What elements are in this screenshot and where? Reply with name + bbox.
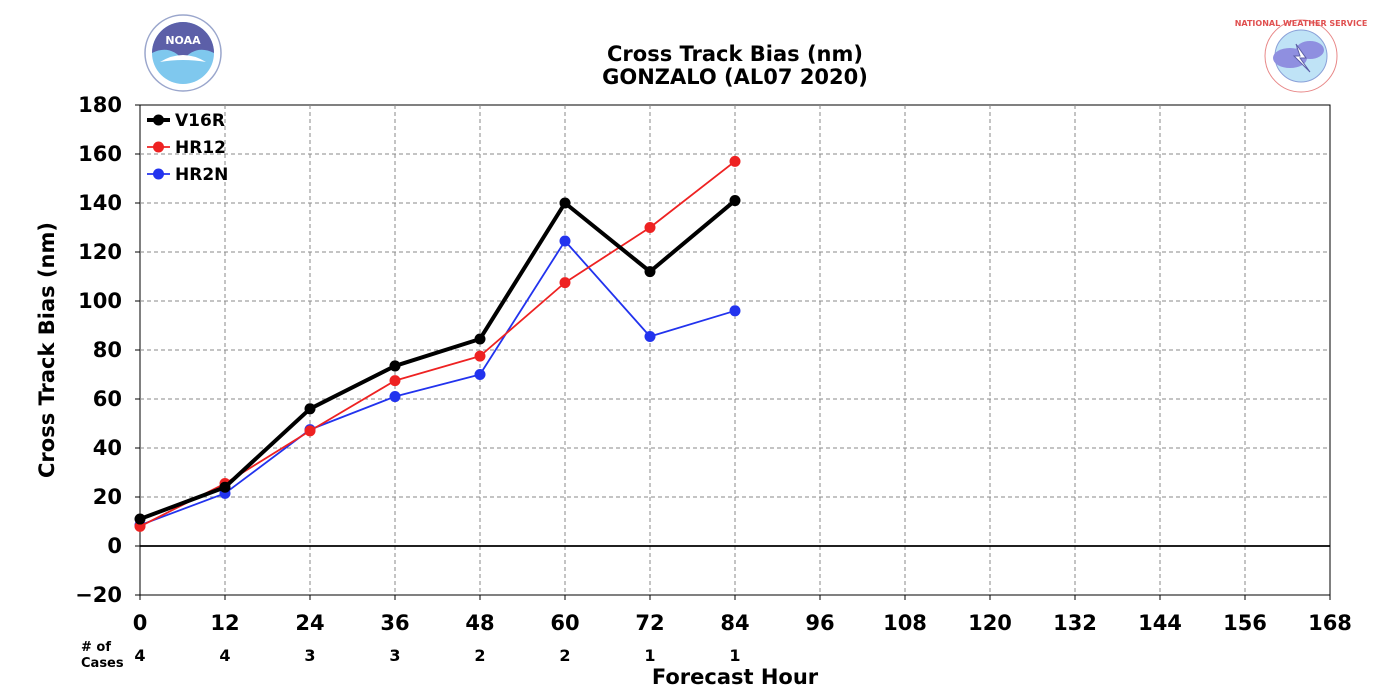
- data-point-hr12: [389, 375, 401, 387]
- nws-logo: NATIONAL WEATHER SERVICE: [1235, 19, 1368, 93]
- data-point-hr2n: [729, 305, 741, 317]
- data-point-hr12: [729, 155, 741, 167]
- y-tick-label: 160: [78, 142, 122, 166]
- y-tick-label: 80: [93, 338, 122, 362]
- axis-ticks: 0 12 24 36 48 60 72 84 96 108 120 132 144 156 168 180 16…: [75, 93, 1352, 635]
- data-point-v16r: [644, 266, 656, 278]
- cases-value: 2: [559, 646, 570, 665]
- data-point-hr2n: [559, 235, 571, 247]
- series-line-hr2n: [139, 240, 736, 527]
- chart-title: Cross Track Bias (nm): [607, 42, 863, 66]
- cases-value: 3: [389, 646, 400, 665]
- nws-logo-text: NATIONAL WEATHER SERVICE: [1235, 19, 1368, 28]
- cases-value: 2: [474, 646, 485, 665]
- x-tick-label: 144: [1138, 611, 1182, 635]
- legend-label-v16r: V16R: [175, 111, 225, 131]
- legend-marker-hr12: [153, 141, 164, 153]
- noaa-logo-text: NOAA: [165, 34, 201, 47]
- x-tick-label: 72: [635, 611, 664, 635]
- data-point-v16r: [134, 513, 146, 525]
- data-point-hr12: [559, 277, 571, 289]
- y-tick-label: 140: [78, 191, 122, 215]
- data-point-hr2n: [644, 331, 656, 343]
- x-tick-label: 48: [465, 611, 494, 635]
- y-tick-label: 40: [93, 436, 122, 460]
- cases-value: 3: [304, 646, 315, 665]
- data-point-hr2n: [389, 391, 401, 403]
- data-point-v16r: [559, 197, 571, 209]
- data-point-v16r: [304, 403, 316, 415]
- x-tick-label: 24: [295, 611, 324, 635]
- y-tick-label: 180: [78, 93, 122, 117]
- legend-label-hr2n: HR2N: [175, 165, 228, 185]
- legend: V16R HR12 HR2N: [147, 111, 228, 185]
- noaa-logo: NOAA: [144, 14, 222, 92]
- legend-marker-hr2n: [153, 168, 164, 180]
- y-tick-label: 60: [93, 387, 122, 411]
- y-tick-label: 120: [78, 240, 122, 264]
- data-point-v16r: [474, 333, 486, 345]
- data-point-v16r: [729, 195, 741, 207]
- x-tick-label: 168: [1308, 611, 1352, 635]
- x-tick-label: 108: [883, 611, 927, 635]
- x-tick-label: 96: [805, 611, 834, 635]
- series-line-v16r: [139, 199, 737, 521]
- cases-value: 4: [219, 646, 230, 665]
- data-point-hr12: [644, 222, 656, 233]
- x-tick-label: 12: [210, 611, 239, 635]
- series-group: [134, 155, 741, 532]
- y-tick-label: −20: [75, 583, 122, 607]
- cases-value: 1: [644, 646, 655, 665]
- x-tick-label: 60: [550, 611, 579, 635]
- cases-row: 4 4 3 3 2 2 1 1: [134, 646, 740, 665]
- x-tick-label: 84: [720, 611, 749, 635]
- cases-value: 4: [134, 646, 145, 665]
- y-tick-label: 20: [93, 485, 122, 509]
- cases-label-line2: Cases: [81, 656, 124, 671]
- x-tick-label: 132: [1053, 611, 1097, 635]
- y-axis-label: Cross Track Bias (nm): [35, 222, 59, 478]
- cases-value: 1: [729, 646, 740, 665]
- chart-subtitle: GONZALO (AL07 2020): [602, 65, 868, 89]
- x-axis-label: Forecast Hour: [652, 665, 819, 689]
- x-tick-label: 36: [380, 611, 409, 635]
- y-tick-label: 0: [107, 534, 122, 558]
- y-tick-label: 100: [78, 289, 122, 313]
- data-point-v16r: [219, 481, 231, 493]
- legend-label-hr12: HR12: [175, 138, 226, 158]
- data-point-hr2n: [474, 369, 486, 380]
- data-point-hr12: [474, 350, 486, 362]
- cases-label-line1: # of: [81, 640, 111, 655]
- x-tick-label: 156: [1223, 611, 1267, 635]
- data-point-v16r: [389, 360, 401, 372]
- legend-marker-v16r: [153, 114, 164, 126]
- data-point-hr12: [304, 425, 316, 437]
- x-tick-label: 0: [133, 611, 148, 635]
- x-tick-label: 120: [968, 611, 1012, 635]
- grid-lines: [140, 105, 1330, 595]
